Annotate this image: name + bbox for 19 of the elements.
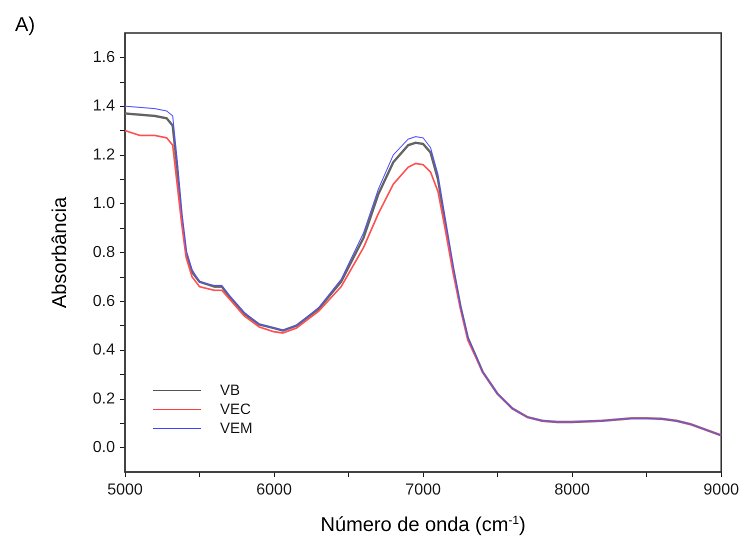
y-tick-label: 1.0 [92, 195, 116, 212]
y-tick-label: 0.6 [92, 292, 116, 310]
legend-label: VEM [220, 420, 253, 437]
x-tick-label: 9000 [703, 482, 740, 498]
x-tick-label: 6000 [256, 482, 292, 498]
y-tick-label: 0.4 [92, 342, 116, 359]
x-tick-label: 7000 [405, 482, 441, 498]
y-tick-label: 0.8 [92, 244, 116, 261]
chart-title: A) [15, 14, 35, 36]
y-axis-title: Absorbância [49, 196, 71, 308]
y-tick-label: 1.6 [92, 48, 116, 66]
legend-label: VEC [220, 401, 252, 418]
y-tick-label: 0.0 [92, 439, 116, 456]
x-tick-label: 8000 [554, 482, 590, 498]
legend-label: VB [220, 382, 240, 399]
y-tick-label: 1.4 [92, 98, 116, 115]
y-tick-label: 0.2 [92, 390, 116, 408]
y-tick-label: 1.2 [92, 146, 116, 164]
x-tick-label: 5000 [107, 482, 143, 498]
